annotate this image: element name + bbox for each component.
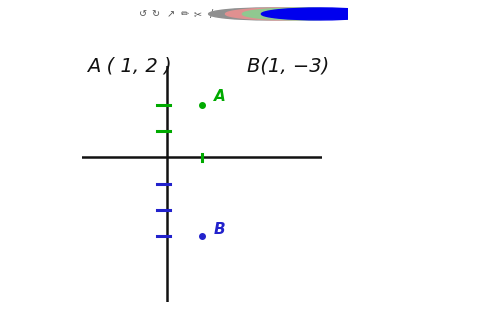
Circle shape [209, 8, 327, 20]
Text: ✂: ✂ [194, 9, 202, 19]
Circle shape [262, 8, 380, 20]
Text: A: A [224, 9, 231, 19]
Text: ↺: ↺ [139, 9, 147, 19]
Circle shape [242, 8, 360, 20]
Text: B: B [214, 221, 225, 236]
Text: ▨: ▨ [239, 9, 248, 19]
Text: A: A [214, 89, 225, 104]
Text: /: / [210, 9, 214, 19]
Text: A ( 1, 2 ): A ( 1, 2 ) [87, 56, 172, 75]
Text: B(1, −3): B(1, −3) [247, 56, 329, 75]
Text: ↗: ↗ [167, 9, 175, 19]
Text: ✏: ✏ [180, 9, 188, 19]
Circle shape [226, 8, 344, 20]
Text: ↻: ↻ [152, 9, 160, 19]
